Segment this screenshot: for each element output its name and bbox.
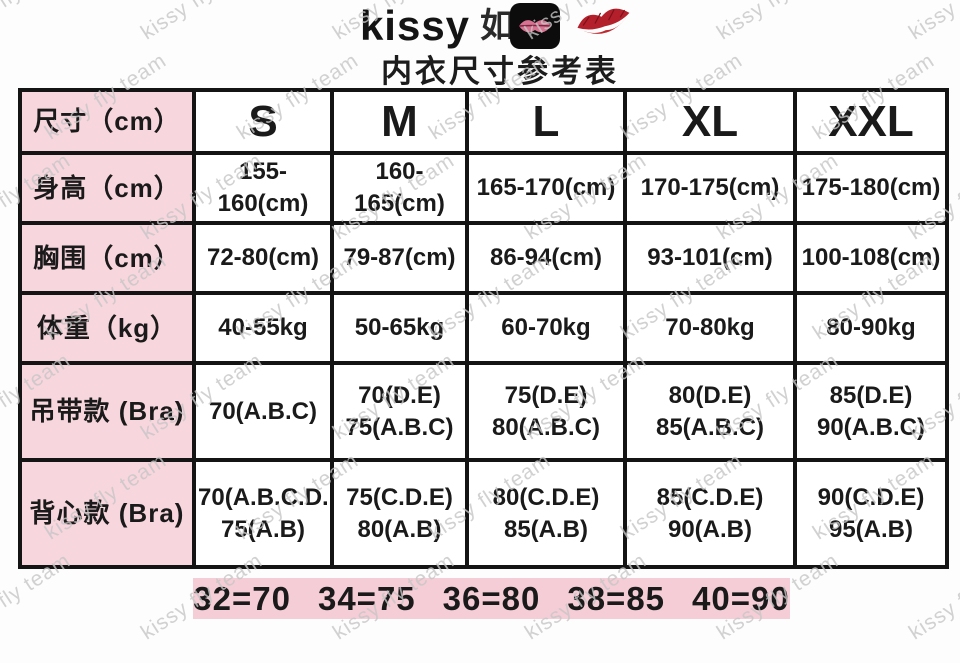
table-cell: 165-170(cm) <box>465 151 627 226</box>
table-cell: 75(D.E) 80(A.B.C) <box>465 361 627 463</box>
table-cell: 85(C.D.E) 90(A.B) <box>623 458 797 570</box>
table-row: 体重（kg） 40-55kg 50-65kg 60-70kg 70-80kg 80-90k… <box>18 291 949 366</box>
brand-chinese-name-wrap: 如吻 <box>480 2 564 50</box>
size-reference-table: 尺寸（cm） S M L XL XXL 身高（cm） 155-160(cm) 160-165(… <box>18 87 949 570</box>
header-size-cell: XL <box>623 87 797 156</box>
pink-lips-icon <box>519 20 552 33</box>
table-cell: 80(D.E) 85(A.B.C) <box>623 361 797 463</box>
table-cell: 90(C.D.E) 95(A.B) <box>793 458 949 570</box>
conversion-pair: 32=70 <box>193 579 291 617</box>
table-cell: 93-101(cm) <box>623 221 797 296</box>
table-header: 尺寸（cm） S M L XL XXL <box>18 87 949 156</box>
kiss-lips-icon <box>569 0 642 57</box>
table-cell: 75(C.D.E) 80(A.B) <box>330 458 469 570</box>
table-cell: 50-65kg <box>330 291 469 366</box>
page-title: kissy 如吻 <box>0 2 960 50</box>
table-cell: 80-90kg <box>793 291 949 366</box>
row-label-cell: 身高（cm） <box>18 151 196 226</box>
table-cell: 170-175(cm) <box>623 151 797 226</box>
table-cell: 86-94(cm) <box>465 221 627 296</box>
size-conversion-bar: 32=70 34=75 36=80 38=85 40=90 <box>193 578 790 619</box>
table-cell: 85(D.E) 90(A.B.C) <box>793 361 949 463</box>
table-cell: 79-87(cm) <box>330 221 469 296</box>
row-label-cell: 胸围（cm） <box>18 221 196 296</box>
table-row: 身高（cm） 155-160(cm) 160-165(cm) 165-170(cm) 1… <box>18 151 949 226</box>
table-body: 身高（cm） 155-160(cm) 160-165(cm) 165-170(cm) 1… <box>18 151 949 570</box>
table-cell: 40-55kg <box>192 291 334 366</box>
table-cell: 175-180(cm) <box>793 151 949 226</box>
table-cell: 70(A.B.C.D.E) 75(A.B) <box>192 458 334 570</box>
brand-name: kissy <box>359 2 471 49</box>
conversion-pair: 36=80 <box>442 579 541 617</box>
table-cell: 60-70kg <box>465 291 627 366</box>
table-cell: 100-108(cm) <box>793 221 949 296</box>
row-label-cell: 背心款 (Bra) <box>18 458 196 570</box>
conversion-pair: 38=85 <box>567 579 666 617</box>
table-cell: 160-165(cm) <box>330 151 469 226</box>
table-cell: 70(A.B.C) <box>192 361 334 463</box>
table-title: 内衣尺寸参考表 <box>381 54 619 89</box>
table-cell: 70(D.E) 75(A.B.C) <box>330 361 469 463</box>
table-cell: 70-80kg <box>623 291 797 366</box>
header-size-cell: L <box>465 87 627 156</box>
row-label-cell: 吊带款 (Bra) <box>18 361 196 463</box>
conversion-pair: 34=75 <box>317 579 416 617</box>
lips-app-icon <box>510 3 561 49</box>
header-size-cell: XXL <box>793 87 949 156</box>
table-row: 背心款 (Bra)70(A.B.C.D.E) 75(A.B)75(C.D.E) … <box>18 458 949 570</box>
row-label-cell: 体重（kg） <box>18 291 196 366</box>
conversion-pair: 40=90 <box>692 579 790 617</box>
table-row: 胸围（cm） 72-80(cm) 79-87(cm) 86-94(cm) 93-101(… <box>18 221 949 296</box>
table-cell: 72-80(cm) <box>192 221 334 296</box>
table-cell: 155-160(cm) <box>192 151 334 226</box>
header-size-cell: M <box>330 87 469 156</box>
header-label-cell: 尺寸（cm） <box>18 87 196 156</box>
table-header-row: 尺寸（cm） S M L XL XXL <box>18 87 949 156</box>
table-row: 吊带款 (Bra) 70(A.B.C) 70(D.E) 75(A.B.C) 75(D.… <box>18 361 949 463</box>
header-size-cell: S <box>192 87 334 156</box>
table-cell: 80(C.D.E) 85(A.B) <box>465 458 627 570</box>
